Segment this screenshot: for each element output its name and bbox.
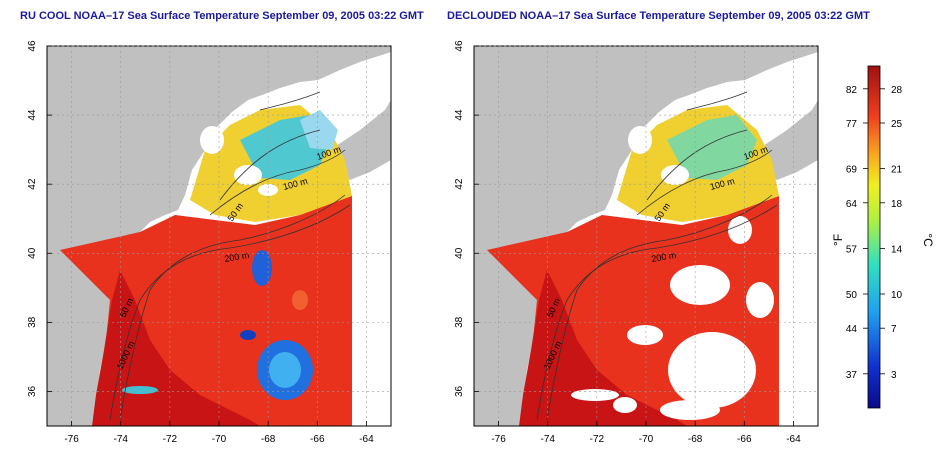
colorbar-c-label: 7 [891, 324, 897, 335]
y-tick-label: 42 [454, 178, 465, 190]
x-tick-label: -74 [540, 434, 555, 445]
x-tick-label: -76 [491, 434, 506, 445]
left-axes: -76 -74 -72 -70 -68 -66 -64 36 38 40 42 44 46 [27, 40, 374, 445]
depth-contours [536, 91, 778, 421]
y-tick-label: 46 [454, 40, 465, 52]
colorbar-f-label: 82 [846, 85, 858, 96]
sst-hot-water [519, 270, 687, 426]
colorbar-c-label: 21 [891, 165, 903, 176]
colorbar-c-label: 3 [891, 370, 897, 381]
y-tick-label: 36 [454, 385, 465, 397]
x-tick-label: -72 [590, 434, 605, 445]
colorbar-f-label: 50 [846, 290, 858, 301]
left-map-title: RU COOL NOAA–17 Sea Surface Temperature … [20, 10, 424, 22]
y-tick-label: 38 [27, 316, 38, 328]
x-tick-label: -74 [113, 434, 128, 445]
colorbar-f-label: 57 [846, 244, 858, 255]
x-tick-label: -64 [359, 434, 374, 445]
colorbar [867, 65, 881, 409]
colorbar-ticks: 28 82 25 77 21 69 18 64 14 57 10 50 7 44 3 37 [846, 85, 903, 381]
land-mass [47, 46, 391, 426]
cloud-patches [571, 126, 774, 420]
x-tick-label: -66 [737, 434, 752, 445]
right-map-title: DECLOUDED NOAA–17 Sea Surface Temperatur… [447, 10, 870, 22]
sst-cool-shelf [667, 115, 757, 180]
cloud-patches [200, 126, 278, 196]
land-mass [474, 46, 818, 426]
x-tick-label: -64 [786, 434, 801, 445]
x-tick-label: -76 [64, 434, 79, 445]
celsius-label: °C [921, 233, 935, 247]
nova-scotia-land [330, 100, 391, 180]
colorbar-f-label: 37 [846, 370, 858, 381]
x-tick-label: -68 [688, 434, 703, 445]
y-tick-label: 44 [454, 109, 465, 121]
right-gridlines [474, 45, 818, 426]
colorbar-c-label: 28 [891, 85, 903, 96]
colorbar-c-label: 14 [891, 244, 903, 255]
colorbar-f-label: 64 [846, 199, 858, 210]
colorbar-f-label: 69 [846, 165, 858, 176]
colorbar-f-label: 77 [846, 119, 858, 130]
x-tick-label: -68 [261, 434, 276, 445]
y-tick-label: 40 [454, 247, 465, 259]
y-tick-label: 46 [27, 40, 38, 52]
colorbar-c-label: 25 [891, 119, 903, 130]
colorbar-f-label: 44 [846, 324, 858, 335]
depth-contours [109, 91, 351, 421]
nova-scotia-land [757, 100, 818, 180]
y-tick-label: 36 [27, 385, 38, 397]
y-tick-label: 40 [27, 247, 38, 259]
left-gridlines [47, 45, 391, 426]
colorbar-c-label: 18 [891, 199, 903, 210]
y-tick-label: 38 [454, 316, 465, 328]
y-tick-label: 44 [27, 109, 38, 121]
x-tick-label: -66 [310, 434, 325, 445]
cold-eddies [122, 250, 313, 400]
x-tick-label: -70 [212, 434, 227, 445]
colorbar-c-label: 10 [891, 290, 903, 301]
x-tick-label: -72 [163, 434, 178, 445]
right-axes: -76 -74 -72 -70 -68 -66 -64 36 38 40 42 44 46 [454, 40, 801, 445]
fahrenheit-label: °F [831, 234, 845, 246]
y-tick-label: 42 [27, 178, 38, 190]
x-tick-label: -70 [639, 434, 654, 445]
